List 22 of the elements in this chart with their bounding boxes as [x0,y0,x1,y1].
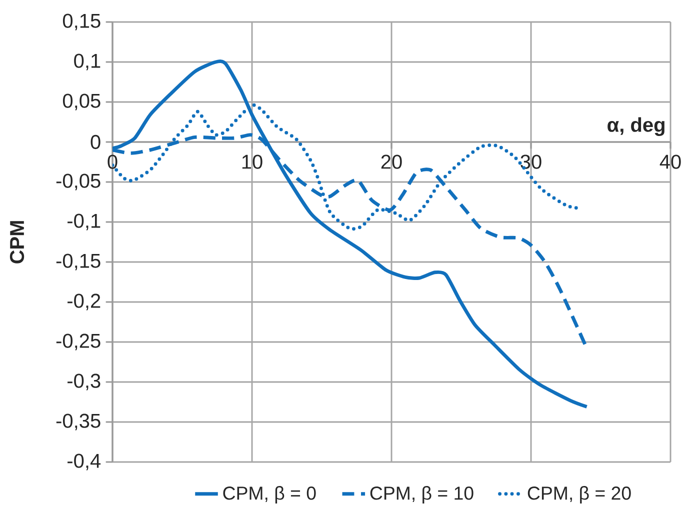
y-tick-label: 0,1 [74,54,100,70]
y-tick-label: 0,15 [62,14,100,30]
x-tick-label: 20 [381,154,402,169]
y-tick-label: -0,2 [68,294,100,310]
x-tick-label: 0 [108,154,118,169]
y-tick-label: -0,05 [56,174,100,190]
y-tick-label: 0 [90,134,100,150]
y-tick-label: -0,3 [68,374,100,390]
y-tick-label: -0,15 [56,254,100,270]
y-tick-label: -0,25 [56,334,100,350]
y-tick-label: -0,1 [68,214,100,230]
x-tick-label: 10 [242,154,262,169]
y-tick-label: 0,05 [62,94,100,110]
y-tick-label: -0,4 [68,454,101,470]
y-axis-title: CPM [10,221,24,264]
x-tick-label: 40 [660,154,681,169]
x-axis-title: α, deg [608,117,664,136]
legend-label: CPM, β = 0 [223,486,316,504]
legend-label: CPM, β = 20 [528,486,631,504]
x-tick-label: 30 [520,154,542,169]
y-tick-label: -0,35 [56,414,100,430]
legend-label: CPM, β = 10 [370,486,474,504]
